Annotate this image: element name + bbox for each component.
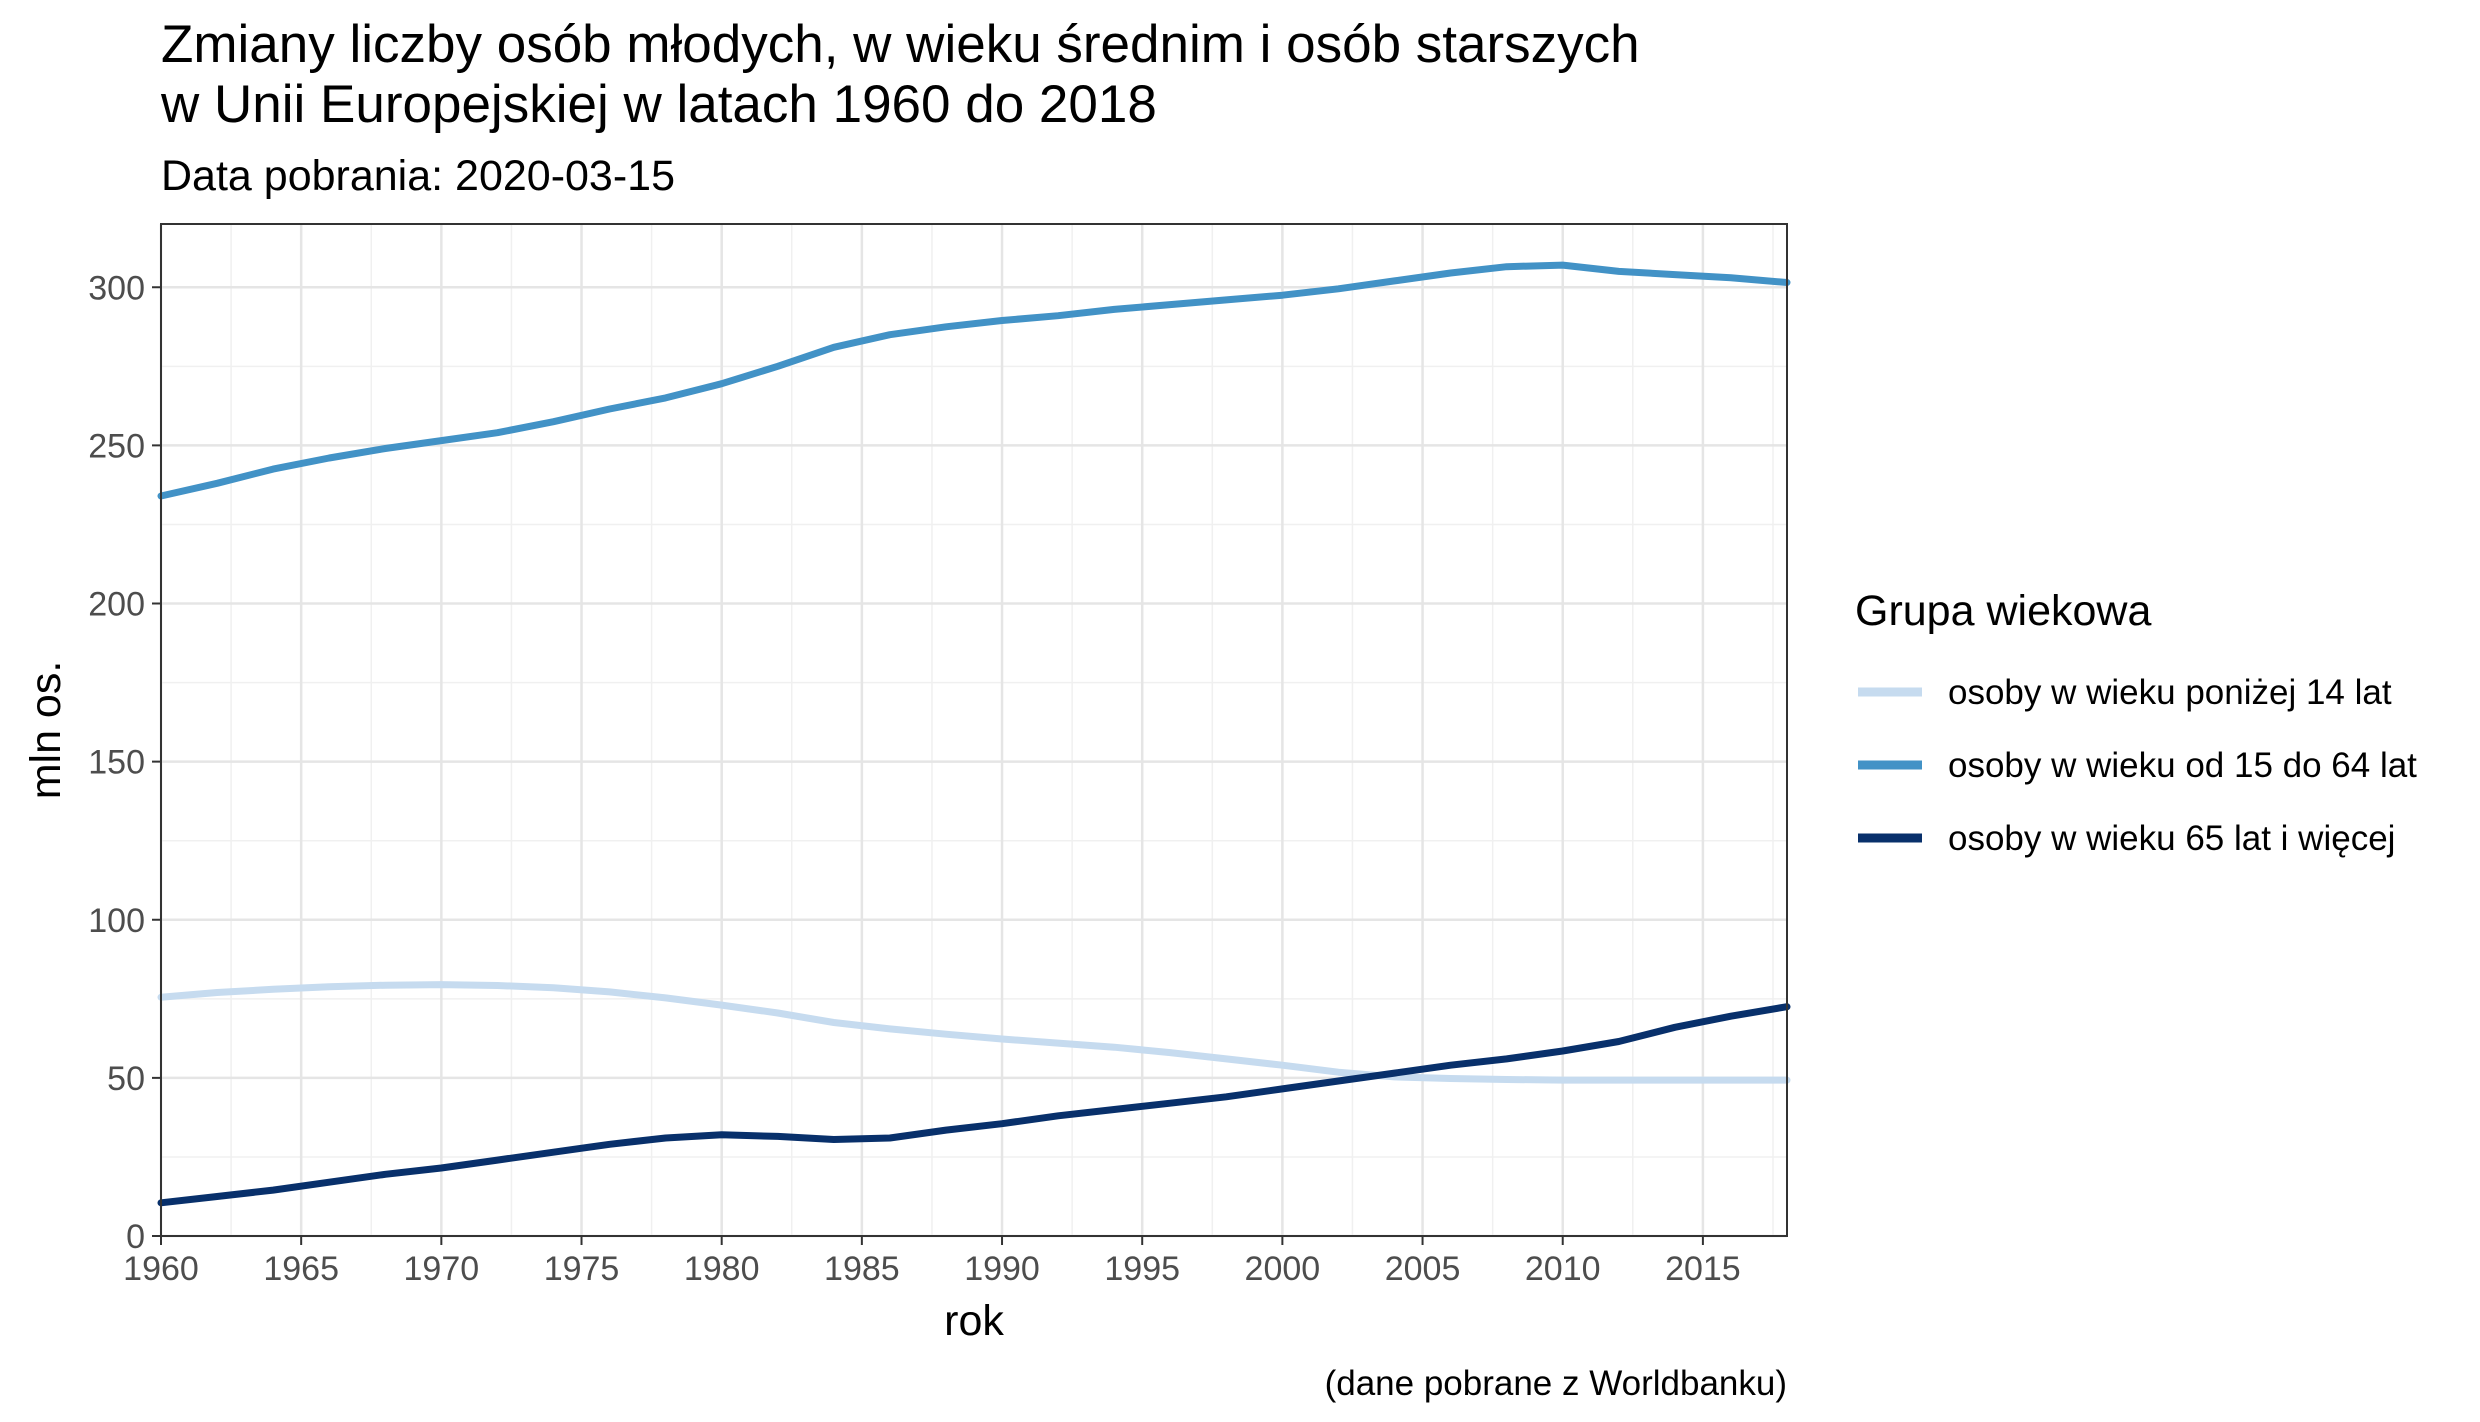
x-axis-title: rok bbox=[944, 1297, 1004, 1345]
x-tick-label: 1995 bbox=[1104, 1250, 1180, 1288]
chart-title-line-2: w Unii Europejskiej w latach 1960 do 201… bbox=[160, 75, 1157, 134]
legend-label-1: osoby w wieku od 15 do 64 lat bbox=[1948, 746, 2417, 785]
legend-title: Grupa wiekowa bbox=[1855, 587, 2151, 635]
x-tick-label: 1970 bbox=[404, 1250, 480, 1288]
x-tick-label: 2000 bbox=[1245, 1250, 1321, 1288]
series-line-2 bbox=[157, 1003, 1791, 1207]
x-tick-label: 2010 bbox=[1525, 1250, 1601, 1288]
y-tick-label: 100 bbox=[88, 902, 145, 940]
plot-border bbox=[160, 223, 1788, 1237]
y-axis: 0 50 100 150 200 250 300 bbox=[88, 269, 161, 1256]
y-tick-label: 250 bbox=[88, 427, 145, 465]
x-tick-label: 1960 bbox=[123, 1250, 199, 1288]
x-tick-label: 1985 bbox=[824, 1250, 900, 1288]
x-tick-label: 2005 bbox=[1385, 1250, 1461, 1288]
y-tick-label: 200 bbox=[88, 586, 145, 624]
y-tick-label: 50 bbox=[107, 1060, 145, 1098]
chart-caption: (dane pobrane z Worldbanku) bbox=[1325, 1364, 1787, 1403]
y-tick-label: 0 bbox=[126, 1218, 145, 1256]
series-line-1 bbox=[157, 261, 1791, 500]
plot-panel bbox=[161, 224, 1787, 1236]
x-tick-label: 1990 bbox=[964, 1250, 1040, 1288]
legend-label-0: osoby w wieku poniżej 14 lat bbox=[1948, 673, 2392, 712]
x-tick-label: 2015 bbox=[1665, 1250, 1741, 1288]
legend-label-2: osoby w wieku 65 lat i więcej bbox=[1948, 819, 2395, 858]
x-tick-label: 1975 bbox=[544, 1250, 620, 1288]
grid-minor bbox=[161, 224, 1787, 1236]
y-tick-label: 300 bbox=[88, 269, 145, 307]
series-line-0 bbox=[157, 981, 1791, 1084]
x-tick-label: 1980 bbox=[684, 1250, 760, 1288]
chart-subtitle: Data pobrania: 2020-03-15 bbox=[161, 152, 675, 200]
legend: Grupa wiekowa osoby w wieku poniżej 14 l… bbox=[1855, 587, 2417, 858]
series-lines bbox=[157, 261, 1791, 1207]
x-axis: 1960 1965 1970 1975 1980 1985 1990 1995 2000 2005… bbox=[123, 1236, 1741, 1288]
y-axis-title: mln os. bbox=[22, 661, 70, 800]
x-tick-label: 1965 bbox=[263, 1250, 339, 1288]
y-tick-label: 150 bbox=[88, 744, 145, 782]
chart-title-line-1: Zmiany liczby osób młodych, w wieku śred… bbox=[161, 15, 1640, 74]
